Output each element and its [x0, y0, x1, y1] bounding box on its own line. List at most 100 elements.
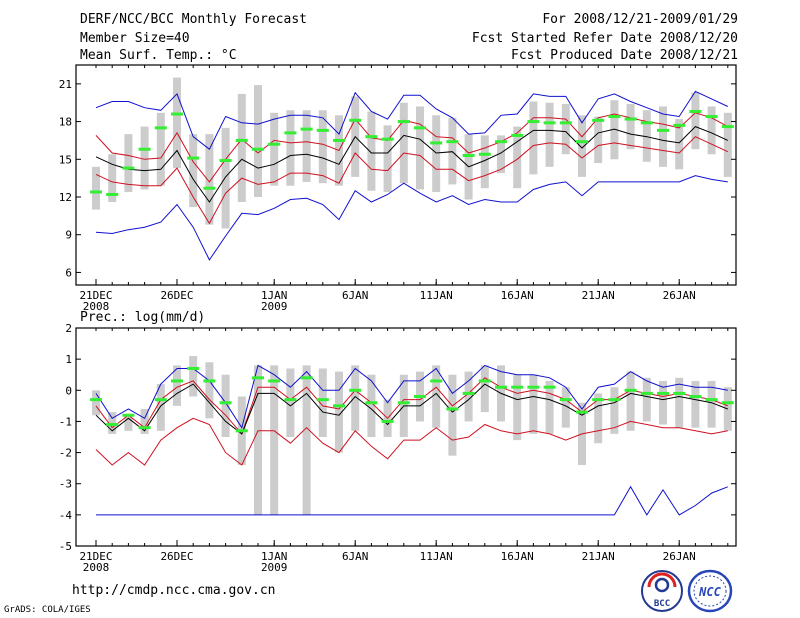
prec-spread-box-26 — [513, 374, 522, 441]
temp-median-mark-35 — [657, 128, 669, 132]
prec-ytick-label: -5 — [59, 540, 72, 553]
temp-xtick-year: 2009 — [261, 300, 288, 313]
temp-upper-quartile-line — [95, 112, 729, 183]
temp-median-mark-14 — [316, 128, 329, 132]
temp-xtick-label: 21DEC — [79, 289, 112, 302]
prec-median-mark-36 — [673, 391, 686, 395]
temp-median-mark-23 — [462, 154, 475, 158]
temp-median-mark-10 — [252, 147, 264, 151]
temp-median-mark-17 — [365, 135, 378, 139]
temp-spread-box-17 — [367, 111, 376, 191]
bcc-logo-text: BCC — [654, 599, 670, 609]
prec-median-mark-8 — [219, 401, 232, 405]
prec-median-mark-27 — [527, 385, 540, 389]
temp-spread-box-26 — [513, 126, 522, 189]
temp-spread-box-4 — [156, 112, 165, 186]
prec-spread-box-24 — [480, 365, 489, 413]
prec-median-mark-34 — [640, 391, 653, 395]
prec-ytick-label: -1 — [59, 415, 72, 428]
prec-median-mark-7 — [203, 379, 216, 383]
temp-median-mark-16 — [349, 118, 362, 122]
temp-xtick-year: 2008 — [83, 300, 110, 313]
temp-plot-frame — [75, 64, 737, 286]
prec-max-line — [95, 364, 728, 429]
member-size-label: Member Size=40 — [80, 31, 190, 46]
temp-spread-box-6 — [189, 134, 198, 208]
temp-median-mark-4 — [154, 126, 167, 130]
prec-spread-box-17 — [367, 374, 376, 437]
prec-min-line — [96, 485, 728, 516]
prec-spread-box-1 — [108, 412, 117, 434]
temp-lower-quartile-line — [95, 136, 729, 225]
temp-xtick-label: 6JAN — [342, 289, 369, 302]
temp-spread-box-0 — [92, 166, 100, 210]
temp-spread-box-7 — [205, 134, 214, 225]
source-url[interactable]: http://cmdp.ncc.cma.gov.cn — [72, 583, 276, 598]
temp-spread-box-27 — [529, 101, 538, 175]
prec-xtick-label: 11JAN — [420, 550, 453, 563]
temp-spread-box-11 — [270, 112, 279, 186]
prec-median-mark-4 — [154, 398, 167, 402]
prec-spread-box-28 — [545, 380, 554, 434]
temp-median-mark-38 — [705, 115, 718, 119]
prec-median-mark-13 — [300, 376, 313, 380]
prec-median-mark-20 — [414, 395, 426, 399]
prec-xtick-label: 21JAN — [582, 550, 615, 563]
prec-median-mark-30 — [576, 410, 588, 414]
prec-median-mark-35 — [657, 391, 669, 395]
temp-spread-box-35 — [659, 106, 667, 167]
prec-median-mark-11 — [268, 379, 281, 383]
ncc-logo-text: NCC — [698, 585, 721, 599]
prec-spread-box-14 — [318, 368, 327, 437]
temp-spread-box-25 — [497, 135, 505, 174]
temp-spread-box-38 — [707, 106, 716, 155]
temp-ytick-label: 12 — [59, 191, 72, 204]
prec-spread-box-22 — [448, 374, 457, 456]
temp-median-mark-9 — [235, 138, 248, 142]
prec-xtick-label: 26DEC — [160, 550, 193, 563]
prec-spread-box-13 — [302, 365, 311, 515]
temp-median-mark-11 — [268, 142, 281, 146]
prec-median-mark-12 — [284, 398, 297, 402]
prec-ytick-label: -3 — [59, 478, 72, 491]
temp-spread-box-2 — [124, 134, 133, 192]
temp-median-mark-27 — [527, 120, 540, 124]
temp-spread-box-32 — [610, 100, 619, 160]
produced-date-label: Fcst Produced Date 2008/12/21 — [511, 48, 738, 63]
prec-spread-box-10 — [254, 365, 262, 515]
prec-median-mark-15 — [333, 404, 345, 408]
temp-median-mark-22 — [446, 140, 459, 144]
chart-title: DERF/NCC/BCC Monthly Forecast — [80, 12, 307, 27]
prec-median-mark-26 — [511, 385, 524, 389]
temp-spread-box-31 — [594, 116, 603, 164]
prec-ytick-label: 0 — [65, 384, 72, 397]
temp-spread-box-1 — [108, 154, 117, 203]
prec-median-mark-28 — [543, 385, 556, 389]
temp-median-mark-15 — [333, 138, 345, 142]
temp-median-mark-28 — [543, 121, 556, 125]
temp-median-mark-13 — [300, 127, 313, 131]
temp-spread-box-33 — [626, 103, 635, 150]
prec-spread-box-5 — [173, 365, 181, 406]
prec-spread-box-12 — [286, 368, 295, 437]
prec-ytick-label: 2 — [65, 322, 72, 335]
temp-xtick-label: 11JAN — [420, 289, 453, 302]
prec-upper-quartile-line — [95, 377, 728, 435]
prec-xtick-label: 6JAN — [342, 550, 369, 563]
temp-median-mark-37 — [689, 110, 702, 114]
temp-spread-box-30 — [578, 115, 586, 177]
temp-xtick-label: 21JAN — [582, 289, 615, 302]
temp-median-mark-20 — [414, 126, 426, 130]
temp-median-mark-24 — [478, 152, 491, 156]
prec-median-mark-32 — [608, 398, 621, 402]
prec-median-mark-25 — [495, 385, 507, 389]
prec-xtick-year: 2008 — [83, 561, 110, 574]
temp-ytick-label: 21 — [59, 78, 72, 91]
prec-median-mark-9 — [235, 429, 248, 433]
start-date-label: Fcst Started Refer Date 2008/12/20 — [471, 31, 738, 46]
prec-spread-box-0 — [92, 390, 100, 416]
temp-max-line — [95, 90, 729, 150]
bcc-logo: BCC — [641, 570, 683, 612]
